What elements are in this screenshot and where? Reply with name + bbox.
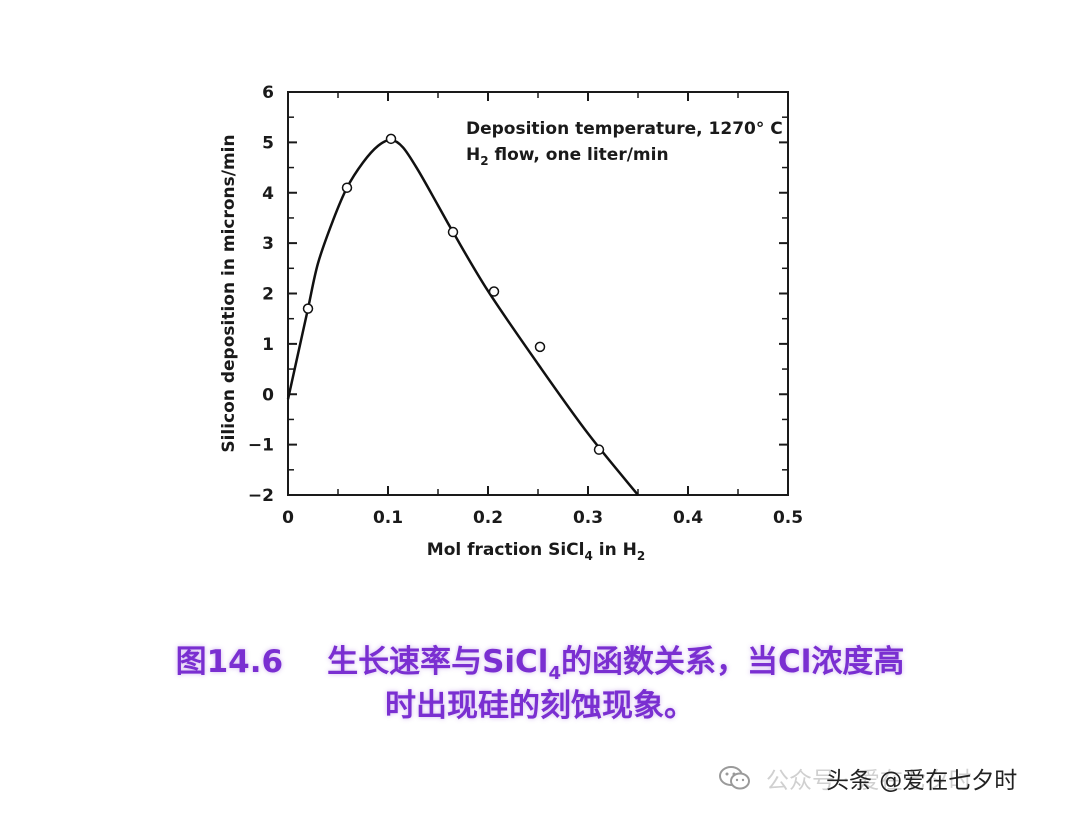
chart: 0 0.1 0.2 0.3 0.4 0.5 6 5 4 3 2 1 0 −1 −2 Silicon depo… — [219, 83, 803, 563]
x-tick-label: 0 — [282, 508, 294, 528]
caption-text: 生长速率与SiCl — [327, 644, 549, 680]
x-axis-label: Mol fraction SiCl4 in H2 — [427, 540, 645, 563]
y-tick-label: 1 — [262, 335, 274, 355]
data-point — [488, 286, 500, 297]
x-tick-label: 0.2 — [473, 508, 503, 528]
x-tick-label: 0.3 — [573, 508, 603, 528]
caption-line-1: 图14.6 生长速率与SiCl4的函数关系，当Cl浓度高 — [0, 636, 1080, 684]
y-tick-label: 5 — [262, 133, 274, 153]
data-point — [534, 341, 546, 353]
data-point — [447, 226, 459, 238]
x-axis-label-part: in H — [593, 540, 637, 560]
caption-line-2: 时出现硅的刻蚀现象。 — [0, 680, 1080, 725]
x-tick-label: 0.5 — [773, 508, 803, 528]
caption-text: 的函数关系，当Cl浓度高 — [560, 644, 905, 680]
annotation-temperature: Deposition temperature, 1270° C — [466, 119, 783, 139]
figure-number: 图14.6 — [175, 644, 284, 680]
x-tick-label: 0.4 — [673, 508, 703, 528]
annotation-flow-sub: 2 — [480, 154, 488, 168]
data-point — [302, 303, 314, 314]
y-tick-label: 4 — [262, 184, 274, 204]
tick-labels: 0 0.1 0.2 0.3 0.4 0.5 6 5 4 3 2 1 0 −1 −2 — [248, 83, 803, 528]
y-tick-label: 2 — [262, 285, 274, 305]
caption-subscript: 4 — [548, 663, 561, 685]
caption-text: 时出现硅的刻蚀现象。 — [385, 688, 695, 724]
x-axis-label-sub: 4 — [584, 549, 592, 563]
watermark-text: 头条 @爱在七夕时 — [826, 768, 1018, 794]
annotation-flow-part: H — [466, 145, 480, 165]
data-point — [385, 133, 397, 145]
y-axis-label: Silicon deposition in microns/min — [219, 134, 239, 452]
y-tick-label: −1 — [248, 436, 274, 456]
data-point — [593, 444, 605, 455]
data-point — [341, 182, 353, 193]
y-tick-label: 6 — [262, 83, 274, 103]
watermark: 公众号 · 爱在七夕时 头条 @爱在七夕时 — [718, 758, 1017, 798]
x-axis-label-sub: 2 — [637, 549, 645, 563]
wechat-icon — [719, 766, 750, 790]
annotation-flow-part: flow, one liter/min — [489, 145, 669, 165]
x-axis-label-part: Mol fraction SiCl — [427, 540, 585, 560]
annotation-flow: H2 flow, one liter/min — [466, 145, 669, 168]
ticks — [287, 91, 789, 496]
x-tick-label: 0.1 — [373, 508, 403, 528]
y-tick-label: −2 — [248, 486, 274, 506]
y-tick-label: 0 — [262, 385, 274, 405]
watermark-faded-text: 公众号 · 爱在七夕时 — [766, 768, 972, 794]
deposition-curve — [286, 138, 639, 496]
y-tick-label: 3 — [262, 234, 274, 254]
data-points — [302, 133, 605, 455]
